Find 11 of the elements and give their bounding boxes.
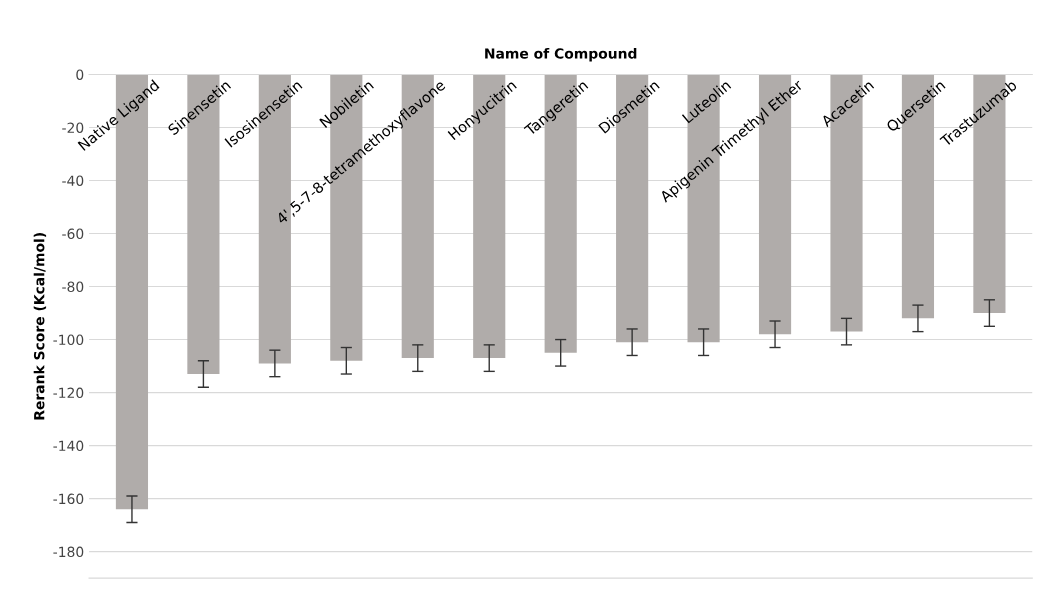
x-axis-title: Name of Compound <box>485 47 637 62</box>
y-tick-label: -80 <box>62 281 84 293</box>
y-tick-label: -180 <box>53 546 84 558</box>
y-tick-label: -60 <box>62 228 84 240</box>
y-tick-label: -120 <box>53 387 84 399</box>
y-tick-label: -160 <box>53 493 84 505</box>
y-tick-label: 0 <box>76 69 84 80</box>
y-tick-label: -40 <box>62 175 84 186</box>
y-tick-label: -140 <box>53 440 84 452</box>
y-axis-title: Rerank Score (Kcal/mol) <box>33 233 47 420</box>
y-tick-label: -100 <box>53 334 84 346</box>
